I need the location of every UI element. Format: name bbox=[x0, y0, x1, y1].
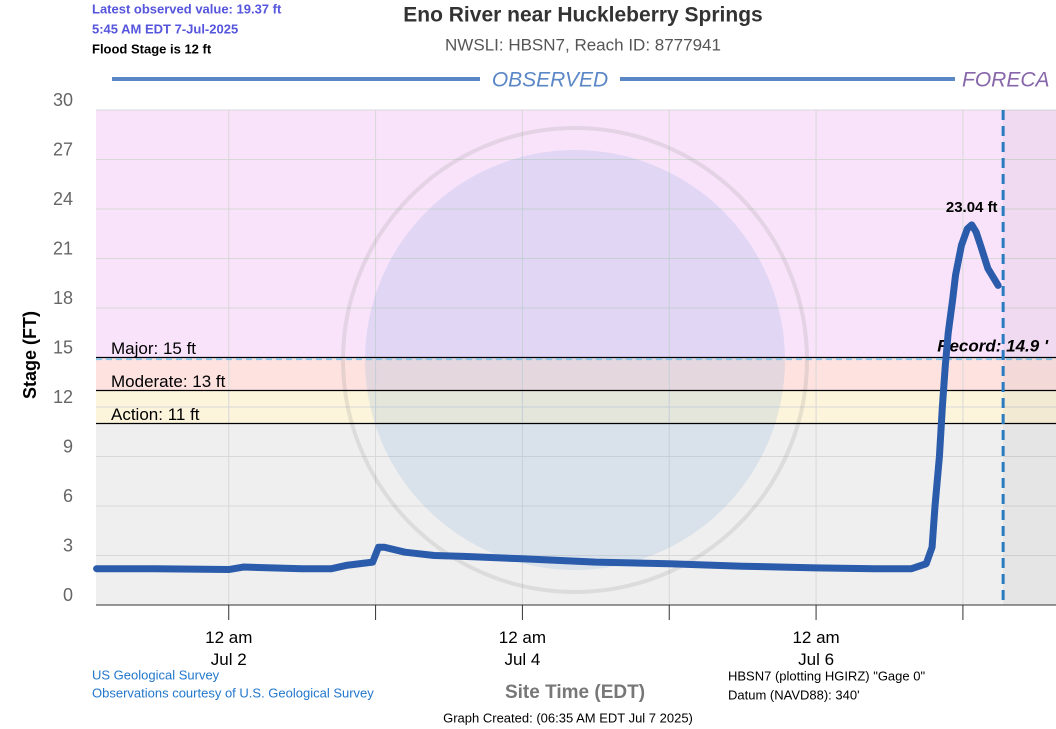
x-tick-label: 12 am Jul 6 bbox=[792, 628, 839, 669]
y-tick-label: 30 bbox=[53, 90, 73, 110]
x-tick-label: 12 am Jul 2 bbox=[205, 628, 252, 669]
data-layer: 23.04 ft bbox=[93, 110, 1056, 605]
flood-label: Action: 11 ft bbox=[111, 405, 200, 424]
datum: Datum (NAVD88): 340' bbox=[728, 687, 860, 702]
y-tick-label: 6 bbox=[63, 486, 73, 506]
forecast-shade bbox=[1003, 110, 1056, 605]
plot-background bbox=[96, 110, 1056, 605]
y-tick-label: 12 bbox=[53, 387, 73, 407]
credit: US Geological Survey bbox=[92, 667, 220, 682]
x-axis-label: Site Time (EDT) bbox=[505, 682, 645, 703]
y-axis-label: Stage (FT) bbox=[20, 311, 40, 399]
flood-label: Moderate: 13 ft bbox=[111, 372, 226, 391]
series-line bbox=[93, 221, 1002, 574]
y-tick-label: 24 bbox=[53, 189, 73, 209]
created-note: Graph Created: (06:35 AM EDT Jul 7 2025) bbox=[443, 710, 693, 725]
flood-zone bbox=[96, 110, 1056, 358]
forecast-label: FORECA bbox=[962, 69, 1050, 92]
peak-label: 23.04 ft bbox=[946, 199, 998, 216]
below-zone bbox=[96, 423, 1056, 605]
x-tick-label: 12 am Jul 4 bbox=[499, 628, 546, 669]
observed-label: OBSERVED bbox=[492, 69, 608, 92]
chart-subtitle: NWSLI: HBSN7, Reach ID: 8777941 bbox=[445, 35, 721, 54]
y-tick-label: 21 bbox=[53, 238, 73, 258]
latest-value: Latest observed value: 19.37 ft bbox=[92, 1, 282, 16]
y-tick-label: 0 bbox=[63, 585, 73, 605]
y-tick-label: 27 bbox=[53, 139, 73, 159]
latest-time: 5:45 AM EDT 7-Jul-2025 bbox=[92, 21, 238, 36]
y-tick-label: 15 bbox=[53, 337, 73, 357]
record-label: Record: 14.9 ' bbox=[937, 337, 1049, 356]
chart-title: Eno River near Huckleberry Springs bbox=[403, 4, 762, 27]
credit: Observations courtesy of U.S. Geological… bbox=[92, 685, 374, 700]
datum: HBSN7 (plotting HGIRZ) "Gage 0" bbox=[728, 668, 925, 683]
y-tick-label: 3 bbox=[63, 535, 73, 555]
flood-zone bbox=[96, 357, 1056, 391]
y-tick-label: 9 bbox=[63, 436, 73, 456]
flood-label: Major: 15 ft bbox=[111, 339, 196, 358]
y-tick-label: 18 bbox=[53, 288, 73, 308]
flood-categories: Major: 15 ft Moderate: 13 ft Action: 11 ft… bbox=[96, 337, 1056, 425]
flood-stage-note: Flood Stage is 12 ft bbox=[92, 41, 212, 56]
